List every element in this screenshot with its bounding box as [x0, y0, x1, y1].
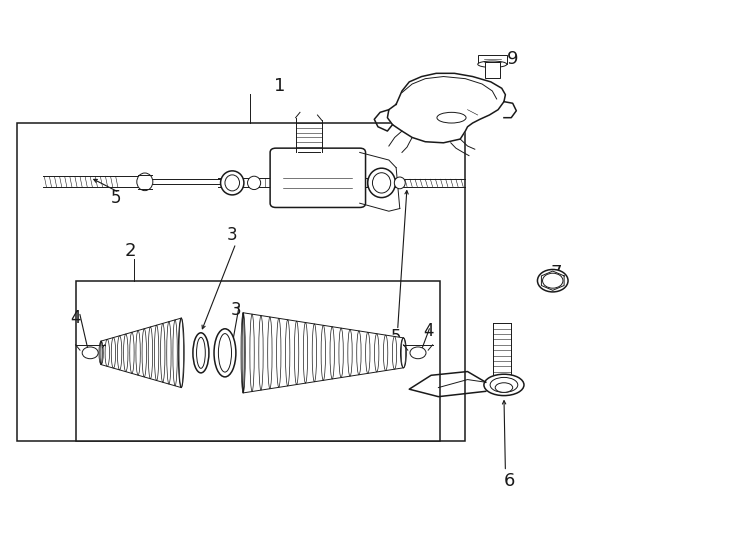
Ellipse shape	[193, 333, 209, 373]
Ellipse shape	[490, 377, 517, 393]
Ellipse shape	[368, 168, 396, 198]
Ellipse shape	[178, 318, 184, 388]
Ellipse shape	[219, 334, 231, 372]
Ellipse shape	[484, 374, 524, 396]
Text: 1: 1	[274, 77, 286, 94]
Polygon shape	[388, 73, 506, 143]
Ellipse shape	[242, 313, 244, 393]
Ellipse shape	[478, 61, 507, 68]
FancyBboxPatch shape	[270, 148, 366, 207]
Text: 6: 6	[504, 472, 515, 490]
Ellipse shape	[437, 112, 466, 123]
Text: 7: 7	[550, 264, 562, 282]
Text: 2: 2	[125, 242, 136, 260]
Ellipse shape	[542, 273, 563, 288]
Text: 5: 5	[110, 189, 121, 207]
Text: 5: 5	[391, 328, 401, 346]
Ellipse shape	[495, 383, 512, 393]
Text: 4: 4	[70, 309, 81, 327]
Ellipse shape	[394, 177, 405, 189]
Ellipse shape	[137, 173, 153, 191]
Ellipse shape	[410, 347, 426, 359]
Ellipse shape	[214, 329, 236, 377]
Ellipse shape	[100, 341, 102, 365]
Text: 4: 4	[424, 322, 435, 340]
Ellipse shape	[82, 347, 98, 359]
Ellipse shape	[221, 171, 244, 195]
Ellipse shape	[225, 175, 239, 191]
Ellipse shape	[401, 338, 407, 368]
Ellipse shape	[372, 173, 390, 193]
Bar	[76, 281, 440, 441]
Text: 8: 8	[431, 106, 442, 124]
Text: 3: 3	[227, 226, 238, 244]
Ellipse shape	[247, 176, 261, 190]
Ellipse shape	[197, 338, 206, 368]
Bar	[478, 55, 507, 64]
Bar	[485, 62, 500, 78]
Text: 9: 9	[507, 50, 518, 68]
Text: 3: 3	[230, 301, 241, 319]
Ellipse shape	[537, 269, 568, 292]
Bar	[18, 123, 465, 441]
